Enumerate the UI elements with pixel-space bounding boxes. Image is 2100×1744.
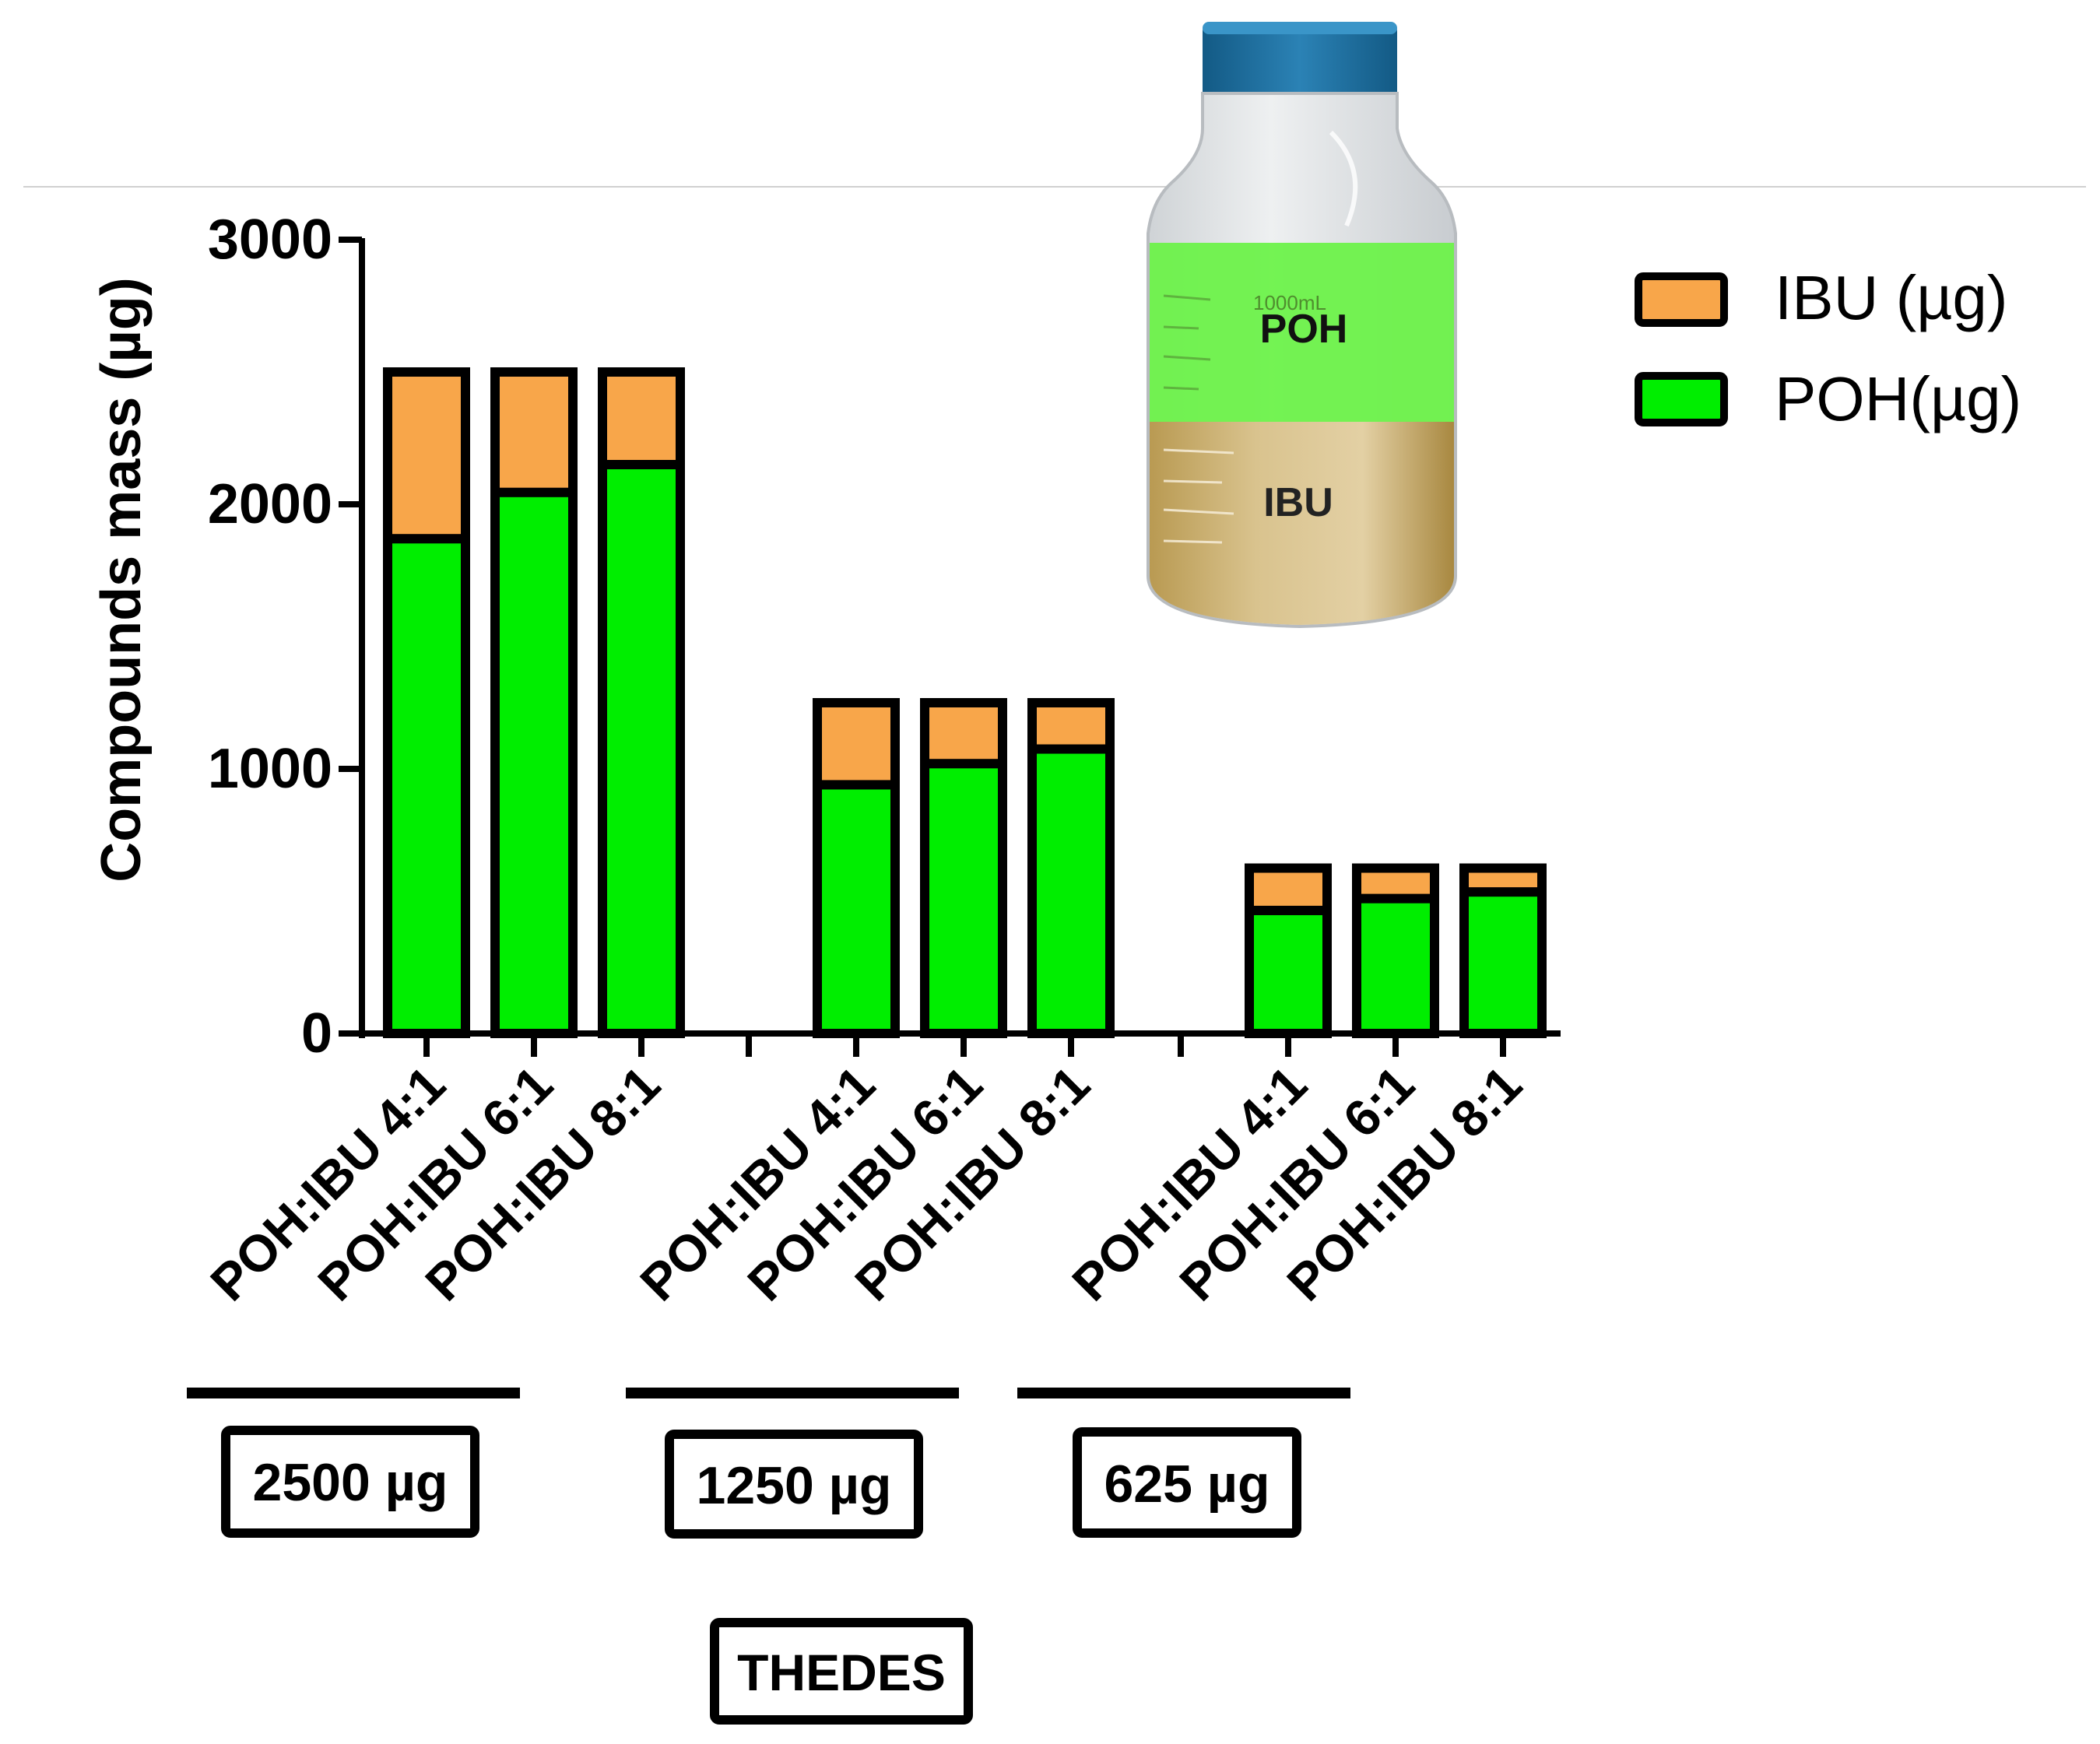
bar-poh	[1352, 893, 1439, 1038]
group-box-2	[665, 1430, 923, 1539]
bottle-volume-mark: 1000mL	[1253, 291, 1326, 314]
y-axis-title: Compounds mass (µg)	[90, 277, 153, 883]
legend-label-poh: POH(µg)	[1775, 364, 2021, 433]
bars	[383, 367, 1547, 1039]
y-tick-label: 3000	[208, 209, 332, 271]
bar-ibu	[1027, 698, 1115, 754]
group-labels: 2500 µg 1250 µg 625 µg THEDES	[187, 1388, 1350, 1725]
y-tick-label: 1000	[208, 738, 332, 800]
bar-poh	[1027, 744, 1115, 1038]
y-tick-label: 2000	[208, 473, 332, 535]
bar-ibu	[383, 367, 470, 544]
bottle-illustration: 1000mL POH IBU	[1147, 22, 1457, 629]
bar-poh	[1245, 905, 1332, 1039]
footer-label: THEDES	[737, 1644, 946, 1701]
bar-ibu	[920, 698, 1007, 769]
bar-ibu	[1245, 863, 1332, 915]
footer-box	[710, 1618, 973, 1725]
bottle-ibu-label: IBU	[1263, 480, 1333, 525]
group-label-1: 2500 µg	[253, 1453, 448, 1512]
bar-poh	[490, 487, 578, 1038]
legend: IBU (µg) POH(µg)	[1635, 263, 2021, 433]
bar-ibu	[1459, 863, 1547, 897]
legend-swatch-poh	[1635, 372, 1728, 426]
bottle-poh-label: POH	[1260, 307, 1348, 352]
legend-swatch-ibu	[1635, 272, 1728, 327]
bar-poh	[813, 780, 900, 1039]
bar-ibu	[1352, 863, 1439, 904]
group-box-1	[221, 1426, 479, 1538]
bar-ibu	[598, 367, 685, 469]
legend-label-ibu: IBU (µg)	[1775, 263, 2007, 332]
bar-ibu	[813, 698, 900, 790]
bar-poh	[1459, 887, 1547, 1038]
bar-poh	[383, 534, 470, 1038]
group-box-3	[1073, 1427, 1301, 1538]
group-label-3: 625 µg	[1104, 1455, 1269, 1514]
bar-poh	[920, 759, 1007, 1038]
y-tick-label: 0	[301, 1002, 332, 1065]
bar-ibu	[490, 367, 578, 497]
bar-poh	[598, 460, 685, 1038]
group-label-2: 1250 µg	[697, 1456, 892, 1515]
